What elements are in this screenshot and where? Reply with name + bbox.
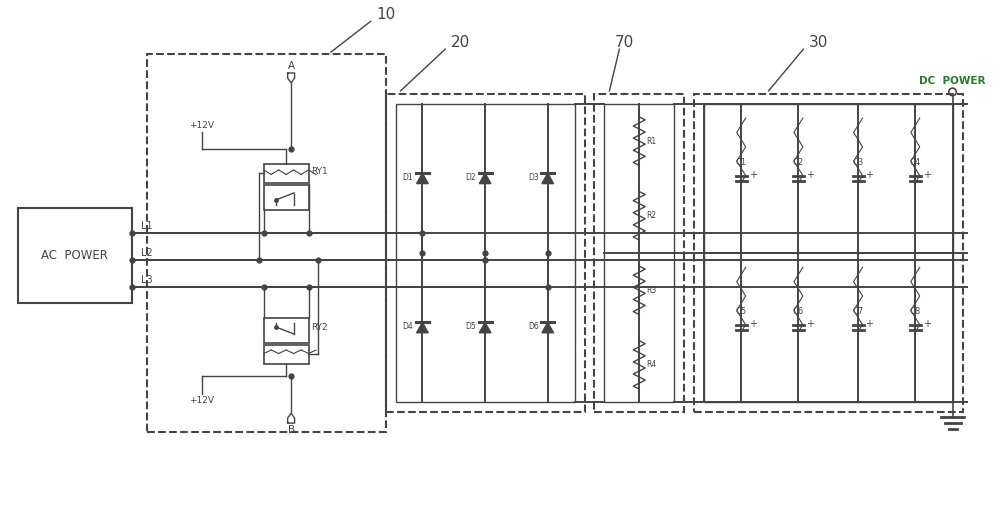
- Bar: [594, 94, 684, 412]
- Bar: [147, 54, 386, 432]
- Text: D1: D1: [403, 172, 413, 182]
- Text: +: +: [806, 170, 814, 180]
- Bar: [264, 344, 309, 365]
- Polygon shape: [288, 73, 295, 83]
- Text: C7: C7: [852, 307, 864, 316]
- Bar: [264, 164, 309, 183]
- Polygon shape: [288, 413, 295, 423]
- Text: L3: L3: [141, 275, 153, 285]
- Text: D3: D3: [528, 172, 539, 182]
- Text: 20: 20: [451, 35, 470, 50]
- Text: 70: 70: [615, 35, 634, 50]
- Text: +: +: [749, 319, 757, 329]
- Text: DC  POWER: DC POWER: [919, 76, 986, 86]
- Text: RY2: RY2: [312, 323, 328, 332]
- Text: A: A: [288, 61, 295, 71]
- Text: +12V: +12V: [189, 396, 214, 405]
- Text: AC  POWER: AC POWER: [41, 249, 108, 262]
- Polygon shape: [542, 173, 554, 183]
- Text: D5: D5: [465, 322, 476, 331]
- Text: +: +: [923, 170, 931, 180]
- Text: R2: R2: [646, 211, 656, 220]
- Text: R3: R3: [646, 286, 656, 295]
- Polygon shape: [542, 323, 554, 333]
- Bar: [264, 318, 309, 342]
- Text: +: +: [866, 170, 874, 180]
- Text: +: +: [806, 319, 814, 329]
- Polygon shape: [417, 173, 428, 183]
- Text: C8: C8: [910, 307, 921, 316]
- Text: +: +: [866, 319, 874, 329]
- Text: 10: 10: [376, 7, 395, 22]
- Text: C2: C2: [793, 157, 804, 167]
- Text: L2: L2: [141, 248, 153, 258]
- Bar: [604, 104, 674, 402]
- Text: R4: R4: [646, 361, 656, 369]
- Text: C4: C4: [910, 157, 921, 167]
- Text: D4: D4: [403, 322, 413, 331]
- Bar: [264, 185, 309, 210]
- Bar: [18, 208, 132, 303]
- Text: C6: C6: [793, 307, 804, 316]
- Text: B: B: [288, 425, 295, 435]
- Polygon shape: [417, 323, 428, 333]
- Text: RY1: RY1: [312, 167, 328, 176]
- Bar: [386, 94, 585, 412]
- Text: D6: D6: [528, 322, 539, 331]
- Text: D2: D2: [465, 172, 476, 182]
- Text: C1: C1: [736, 157, 747, 167]
- Bar: [694, 94, 963, 412]
- Text: L1: L1: [141, 221, 153, 231]
- Text: C3: C3: [852, 157, 864, 167]
- Bar: [396, 104, 575, 402]
- Text: +12V: +12V: [189, 121, 214, 130]
- Text: 30: 30: [809, 35, 828, 50]
- Text: R1: R1: [646, 137, 656, 146]
- Polygon shape: [479, 323, 491, 333]
- Text: +: +: [923, 319, 931, 329]
- Polygon shape: [479, 173, 491, 183]
- Bar: [704, 104, 953, 402]
- Text: +: +: [749, 170, 757, 180]
- Text: C5: C5: [736, 307, 747, 316]
